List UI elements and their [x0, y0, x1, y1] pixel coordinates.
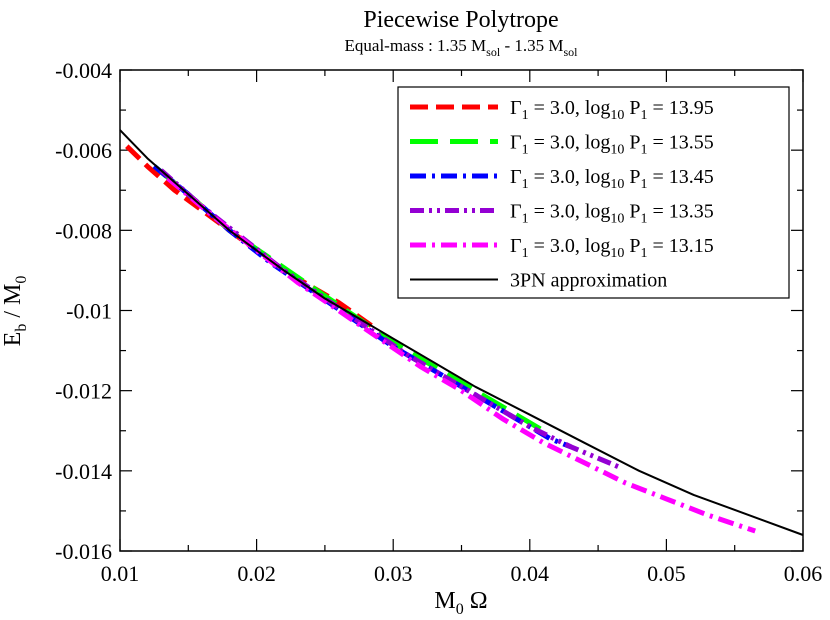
series-layer [119, 129, 804, 536]
legend-text-part: P [624, 166, 640, 188]
legend-text-part: P [624, 132, 640, 154]
legend-text-part: = 13.45 [648, 166, 714, 188]
legend-subscript: 1 [641, 143, 648, 158]
subtitle-sub-2: sol [563, 45, 578, 59]
legend-subscript: 1 [641, 108, 648, 123]
xlabel-sub: 0 [456, 601, 464, 618]
y-tick-label: -0.008 [55, 218, 112, 243]
legend-box [397, 86, 790, 299]
legend-text-part: P [624, 97, 640, 119]
y-tick-label: -0.014 [55, 459, 112, 484]
axis-ticks: 0.01 0.02 0.03 0.04 0.05 0.06 -0.016 -0.014 -0.0… [55, 58, 822, 586]
ylabel-part-2: / M [0, 284, 26, 324]
legend-text-part: = 3.0, log [529, 97, 611, 119]
legend-text-part: = 13.55 [648, 132, 714, 154]
legend-text-part: = 3.0, log [529, 201, 611, 223]
legend-text-part: Γ [510, 132, 522, 154]
xlabel-part-1: M [434, 588, 455, 614]
legend-text-part: = 13.95 [648, 97, 714, 119]
y-tick-label: -0.01 [66, 299, 112, 324]
legend-label-1: Γ1 = 3.0, log10 P1 = 13.95 [510, 97, 714, 123]
subtitle-part-1: Equal-mass : 1.35 M [345, 36, 487, 55]
y-tick-label: -0.006 [55, 138, 112, 163]
x-tick-label: 0.01 [101, 561, 140, 586]
legend-text-part: Γ [510, 201, 522, 223]
x-tick-label: 0.04 [511, 561, 550, 586]
ylabel-sub-1: b [13, 324, 30, 332]
x-tick-label: 0.05 [647, 561, 686, 586]
legend-text-part: = 3.0, log [529, 235, 611, 257]
legend-text-part: P [624, 201, 640, 223]
legend-text-part: = 13.35 [648, 201, 714, 223]
legend-subscript: 1 [522, 246, 529, 261]
xlabel-part-2: Ω [464, 588, 488, 614]
x-axis-label: M0 Ω [434, 588, 487, 618]
x-tick-label: 0.03 [374, 561, 413, 586]
series-line-6 [119, 129, 804, 536]
legend-subscript: 1 [522, 108, 529, 123]
y-tick-label: -0.004 [55, 58, 112, 83]
subtitle-part-2: - 1.35 M [500, 36, 563, 55]
legend-subscript: 10 [610, 246, 624, 261]
legend-label-4: Γ1 = 3.0, log10 P1 = 13.35 [510, 201, 714, 227]
legend-subscript: 1 [641, 177, 648, 192]
x-tick-label: 0.02 [237, 561, 276, 586]
legend-text-part: Γ [510, 97, 522, 119]
chart-subtitle: Equal-mass : 1.35 Msol - 1.35 Msol [345, 36, 579, 59]
y-tick-label: -0.012 [55, 379, 112, 404]
legend-subscript: 1 [522, 143, 529, 158]
y-tick-label: -0.016 [55, 539, 112, 564]
legend-label-5: Γ1 = 3.0, log10 P1 = 13.15 [510, 235, 714, 261]
subtitle-sub-1: sol [486, 45, 501, 59]
legend-subscript: 1 [522, 212, 529, 227]
ylabel-sub-2: 0 [13, 276, 30, 284]
legend-text-part: Γ [510, 235, 522, 257]
chart-title: Piecewise Polytrope [363, 7, 558, 33]
legend-text-part: = 13.15 [648, 235, 714, 257]
x-tick-label: 0.06 [784, 561, 823, 586]
legend-subscript: 10 [610, 108, 624, 123]
legend-text-part: = 3.0, log [529, 166, 611, 188]
legend-text-part: P [624, 235, 640, 257]
legend-subscript: 10 [610, 177, 624, 192]
legend-subscript: 1 [522, 177, 529, 192]
legend-subscript: 1 [641, 212, 648, 227]
legend-label-3: Γ1 = 3.0, log10 P1 = 13.45 [510, 166, 714, 192]
legend-subscript: 10 [610, 212, 624, 227]
legend-subscript: 1 [641, 246, 648, 261]
legend-subscript: 10 [610, 143, 624, 158]
ylabel-part-1: E [0, 332, 26, 347]
legend-text-part: = 3.0, log [529, 132, 611, 154]
y-axis-label: Eb / M0 [0, 276, 30, 347]
legend-text-part: 3PN approximation [510, 270, 667, 292]
legend-label-2: Γ1 = 3.0, log10 P1 = 13.55 [510, 132, 714, 158]
legend-text-part: Γ [510, 166, 522, 188]
legend-label-6: 3PN approximation [510, 270, 667, 292]
